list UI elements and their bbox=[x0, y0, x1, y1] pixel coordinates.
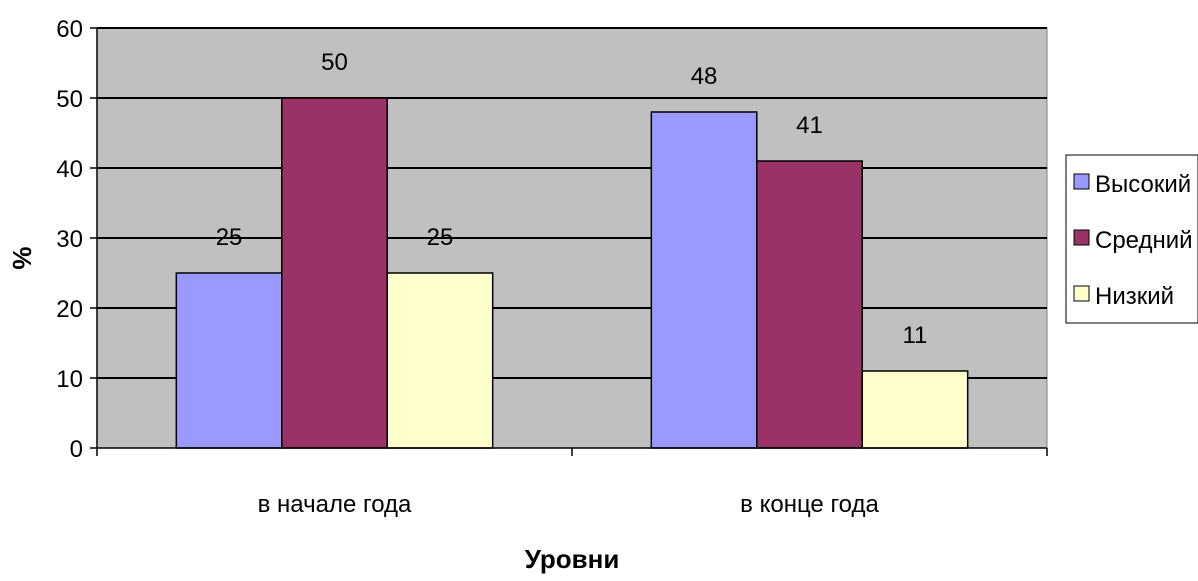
legend: Высокий Средний Низкий bbox=[1065, 154, 1198, 324]
y-tick-label: 40 bbox=[56, 156, 83, 183]
legend-label: Высокий bbox=[1095, 171, 1191, 198]
bar bbox=[650, 111, 758, 449]
data-label: 25 bbox=[216, 224, 243, 251]
data-labels: 25 48 50 41 25 11 bbox=[216, 49, 928, 349]
legend-label: Низкий bbox=[1095, 283, 1174, 310]
y-axis: 0 10 20 30 40 50 60 bbox=[56, 16, 98, 463]
legend-swatch bbox=[1073, 285, 1090, 302]
x-axis: в начале года в конце года bbox=[96, 447, 1048, 518]
bar bbox=[281, 97, 388, 449]
data-label: 25 bbox=[427, 224, 454, 251]
y-tick-label: 30 bbox=[56, 226, 83, 253]
x-category-label: в начале года bbox=[258, 491, 412, 518]
bar bbox=[386, 272, 494, 449]
x-axis-title: Уровни bbox=[525, 544, 620, 574]
data-label: 48 bbox=[691, 63, 718, 90]
y-tick-label: 20 bbox=[56, 296, 83, 323]
bars bbox=[175, 97, 969, 449]
y-tick-label: 10 bbox=[56, 366, 83, 393]
y-tick-label: 60 bbox=[56, 16, 83, 43]
bar bbox=[175, 272, 283, 449]
data-label: 11 bbox=[902, 322, 927, 349]
y-axis-title: % bbox=[7, 246, 37, 269]
bar bbox=[861, 370, 969, 449]
y-tick-label: 50 bbox=[56, 86, 83, 113]
legend-label: Средний bbox=[1095, 227, 1193, 254]
data-label: 50 bbox=[321, 49, 348, 76]
x-category-label: в конце года bbox=[740, 491, 879, 518]
data-label: 41 bbox=[796, 112, 823, 139]
bar bbox=[756, 160, 863, 449]
legend-swatch bbox=[1073, 229, 1090, 246]
y-tick-label: 0 bbox=[70, 436, 83, 463]
legend-swatch bbox=[1073, 173, 1090, 190]
